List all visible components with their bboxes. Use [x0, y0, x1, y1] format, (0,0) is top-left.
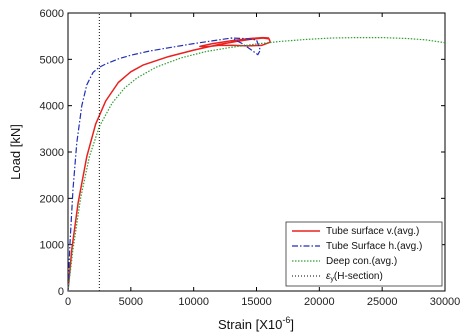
- y-tick-label: 6000: [40, 8, 64, 20]
- legend-label-yield-rest: (H-section): [334, 271, 383, 282]
- x-axis-label: Strain [X10-6]: [218, 315, 294, 332]
- legend-label-yield-strain: εy(H-section): [326, 271, 383, 283]
- series-tube-surface-v: [67, 36, 272, 292]
- y-tick-label: 2000: [40, 193, 64, 205]
- x-tick-label: 10000: [178, 296, 209, 308]
- legend-label-yield-symbol: ε: [326, 271, 331, 282]
- series-tube-surface-h: [67, 37, 261, 292]
- legend-label-tube-surface-v: Tube surface v.(avg.): [326, 226, 419, 237]
- x-tick-label: 15000: [241, 296, 272, 308]
- y-tick-label: 4000: [40, 101, 64, 113]
- x-axis-ticks: 0 5000 10000 15000 20000 25000 30000: [65, 13, 460, 308]
- series-layer: [67, 13, 446, 292]
- x-tick-label: 20000: [304, 296, 335, 308]
- y-tick-label: 5000: [40, 54, 64, 66]
- legend: Tube surface v.(avg.) Tube Surface h.(av…: [285, 221, 443, 287]
- x-tick-label: 30000: [430, 296, 461, 308]
- legend-label-tube-surface-h: Tube Surface h.(avg.): [326, 241, 422, 252]
- x-tick-label: 5000: [119, 296, 143, 308]
- y-axis-label: Load [kN]: [8, 124, 23, 180]
- y-tick-label: 3000: [40, 147, 64, 159]
- y-axis-ticks: 0 1000 2000 3000 4000 5000 6000: [40, 8, 445, 298]
- legend-label-deep-con: Deep con.(avg.): [326, 256, 397, 267]
- x-tick-label: 25000: [367, 296, 398, 308]
- x-axis-label-end: ]: [290, 317, 294, 332]
- x-axis-label-exponent: -6: [282, 315, 290, 325]
- y-tick-label: 1000: [40, 240, 64, 252]
- x-axis-label-main: Strain [X10: [218, 317, 282, 332]
- x-tick-label: 0: [65, 296, 71, 308]
- legend-box: [285, 221, 443, 287]
- legend-label-yield-subscript: y: [330, 276, 334, 283]
- y-tick-label: 0: [58, 286, 64, 298]
